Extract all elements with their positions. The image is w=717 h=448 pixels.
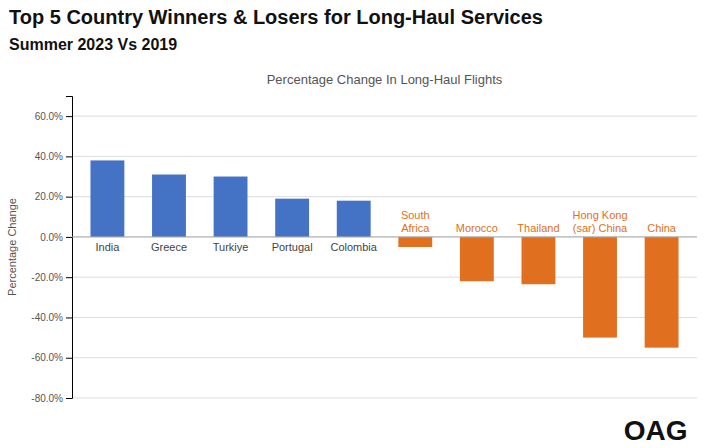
category-label: Hong Kong(sar) China xyxy=(572,209,628,234)
y-tick-mark xyxy=(66,237,72,238)
y-tick-label: -60.0% xyxy=(31,352,63,363)
y-tick: 20.0% xyxy=(35,191,72,202)
watermark: OAG xyxy=(624,415,688,446)
y-tick: -60.0% xyxy=(31,352,72,363)
category-label: China xyxy=(647,222,677,234)
subtitle: Summer 2023 Vs 2019 xyxy=(9,36,177,53)
y-tick-mark xyxy=(66,277,72,278)
y-tick: -20.0% xyxy=(31,272,72,283)
title: Top 5 Country Winners & Losers for Long-… xyxy=(9,6,543,28)
bar xyxy=(214,177,248,237)
grid-line xyxy=(72,357,697,358)
chart: Top 5 Country Winners & Losers for Long-… xyxy=(0,0,717,448)
grid-line xyxy=(72,398,697,399)
grid-line xyxy=(72,236,697,237)
y-tick-mark xyxy=(66,116,72,117)
y-tick-mark xyxy=(66,317,72,318)
y-tick-label: -40.0% xyxy=(31,312,63,323)
y-tick: 0.0% xyxy=(40,232,72,243)
bar xyxy=(645,237,679,348)
y-tick-label: 60.0% xyxy=(35,111,63,122)
category-label: SouthAfrica xyxy=(401,209,430,234)
category-label: Thailand xyxy=(517,222,559,234)
bars xyxy=(90,160,678,347)
y-tick-label: 0.0% xyxy=(40,232,63,243)
grid xyxy=(72,116,697,398)
y-axis-title: Percentage Change xyxy=(6,198,18,296)
y-tick: -40.0% xyxy=(31,312,72,323)
y-tick-label: 20.0% xyxy=(35,191,63,202)
plot: 60.0% 40.0% 20.0% 0.0% -20.0% -40.0% -60.0% -80… xyxy=(31,97,697,404)
y-tick-mark xyxy=(66,156,72,157)
bar xyxy=(152,175,186,237)
bar xyxy=(275,199,309,237)
y-tick-mark xyxy=(66,398,72,399)
category-label: India xyxy=(95,241,120,253)
category-label: Greece xyxy=(151,241,187,253)
bar xyxy=(522,237,556,284)
y-tick-mark xyxy=(66,358,72,359)
grid-line xyxy=(72,156,697,157)
bar xyxy=(337,201,371,237)
y-tick: -80.0% xyxy=(31,393,72,404)
chart-title: Percentage Change In Long-Haul Flights xyxy=(267,72,503,87)
y-axis: 60.0% 40.0% 20.0% 0.0% -20.0% -40.0% -60.0% -80… xyxy=(31,97,72,404)
category-label: Morocco xyxy=(456,222,498,234)
grid-line xyxy=(72,116,697,117)
y-tick-label: 40.0% xyxy=(35,151,63,162)
zero-line xyxy=(72,236,697,237)
bar xyxy=(583,237,617,338)
bar xyxy=(460,237,494,281)
category-label: Colombia xyxy=(330,241,377,253)
y-tick: 40.0% xyxy=(35,151,72,162)
y-tick-label: -80.0% xyxy=(31,393,63,404)
y-axis-line xyxy=(66,97,73,399)
bar xyxy=(398,237,432,247)
y-tick-label: -20.0% xyxy=(31,272,63,283)
category-label: Portugal xyxy=(272,241,313,253)
category-labels: India Greece Turkiye Portugal Colombia SouthA… xyxy=(95,209,676,253)
y-tick-mark xyxy=(66,197,72,198)
category-label: Turkiye xyxy=(213,241,249,253)
bar xyxy=(90,160,124,237)
y-tick: 60.0% xyxy=(35,111,72,122)
